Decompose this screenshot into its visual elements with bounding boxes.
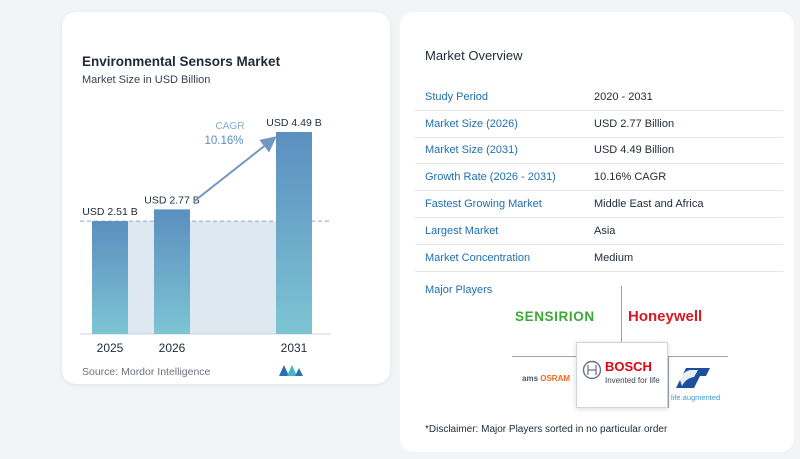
x-tick-2031: 2031 [281, 341, 308, 355]
overview-row-value: 10.16% CAGR [594, 171, 667, 184]
disclaimer: *Disclaimer: Major Players sorted in no … [425, 424, 668, 435]
overview-row-label: Market Concentration [425, 251, 531, 264]
overview-title: Market Overview [425, 48, 523, 63]
bar-2031 [276, 132, 312, 334]
data-label-2026: USD 2.77 B [144, 194, 199, 206]
ams-text: ams [522, 374, 539, 383]
overview-row-value: Asia [594, 224, 616, 237]
overview-row: Fastest Growing Market Middle East and Af… [415, 191, 783, 218]
overview-row-label: Market Size (2031) [425, 144, 518, 157]
cagr-arrow [193, 136, 277, 203]
bosch-armature-icon [582, 360, 602, 380]
bosch-tagline: Invented for life [605, 376, 660, 385]
x-tick-2026: 2026 [159, 341, 186, 355]
overview-row-value: USD 2.77 Billion [594, 117, 675, 130]
overview-row-label: Growth Rate (2026 - 2031) [425, 171, 556, 184]
mordor-logo-icon [279, 365, 303, 376]
overview-row: Growth Rate (2026 - 2031) 10.16% CAGR [415, 164, 783, 192]
overview-row-value: 2020 - 2031 [594, 90, 653, 103]
x-tick-2025: 2025 [97, 341, 124, 355]
source-note: Source: Mordor Intelligence [82, 366, 211, 378]
grid-divider [512, 356, 576, 357]
overview-row: Market Size (2031) USD 4.49 Billion [415, 138, 783, 165]
overview-table: Study Period 2020 - 2031 Market Size (2026… [415, 84, 783, 272]
grid-divider [668, 356, 669, 408]
sensirion-logo: SENSIRION [515, 309, 595, 324]
cagr-label: CAGR [216, 121, 245, 132]
overview-row-label: Largest Market [425, 224, 499, 237]
overview-row: Market Size (2026) USD 2.77 Billion [415, 111, 783, 138]
grid-divider [621, 286, 622, 342]
overview-row: Largest Market Asia [415, 218, 783, 245]
data-label-2031: USD 4.49 B [266, 117, 321, 129]
bar-2025 [92, 221, 128, 334]
overview-row-value: Medium [594, 251, 634, 264]
osram-text: OSRAM [540, 374, 571, 383]
overview-row-value: USD 4.49 Billion [594, 144, 675, 157]
st-logo-icon [676, 368, 710, 388]
overview-row: Study Period 2020 - 2031 [415, 84, 783, 111]
bar-2026 [154, 209, 190, 334]
st-tagline: life.augmented [671, 393, 721, 402]
bar-chart: USD 2.51 B 2025 USD 2.77 B 2026 USD 4.49 B 20… [80, 117, 330, 355]
reference-band [92, 221, 312, 334]
grid-divider [668, 356, 728, 357]
bosch-logo: BOSCH [605, 359, 652, 374]
overview-row: Market Concentration Medium [415, 245, 783, 272]
overview-row-label: Market Size (2026) [425, 117, 518, 130]
chart-subtitle: Market Size in USD Billion [82, 74, 211, 86]
ams-osram-logo: ams OSRAM [522, 374, 570, 383]
data-label-2025: USD 2.51 B [82, 206, 137, 218]
overview-row-value: Middle East and Africa [594, 198, 704, 211]
cagr-value: 10.16% [204, 135, 243, 147]
overview-row-label: Study Period [425, 90, 488, 103]
overview-row-label: Fastest Growing Market [425, 198, 542, 211]
chart-title: Environmental Sensors Market [82, 54, 281, 69]
honeywell-logo: Honeywell [628, 308, 703, 325]
players-title: Major Players [425, 284, 493, 296]
bosch-logo-box [576, 342, 668, 408]
